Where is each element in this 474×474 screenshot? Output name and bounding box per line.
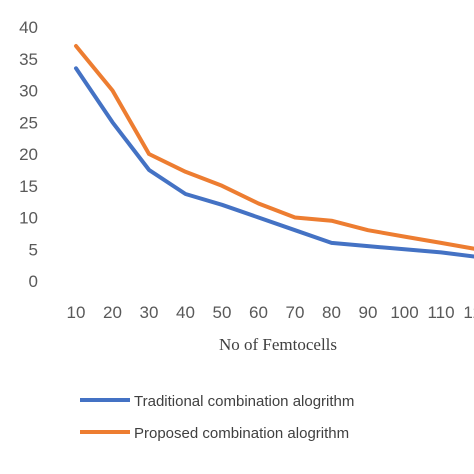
legend-label: Traditional combination alogrithm — [134, 393, 354, 410]
x-tick-label: 120 — [463, 303, 474, 322]
x-tick-label: 80 — [322, 303, 341, 322]
y-tick-label: 10 — [19, 209, 38, 228]
x-tick-label: 40 — [176, 303, 195, 322]
x-tick-label: 20 — [103, 303, 122, 322]
x-tick-label: 50 — [213, 303, 232, 322]
x-tick-label: 10 — [67, 303, 86, 322]
x-tick-label: 90 — [359, 303, 378, 322]
x-tick-label: 70 — [286, 303, 305, 322]
y-tick-label: 15 — [19, 177, 38, 196]
legend-label: Proposed combination alogrithm — [134, 425, 349, 442]
series-line-traditional — [74, 66, 474, 259]
y-tick-label: 35 — [19, 50, 38, 69]
x-tick-label: 60 — [249, 303, 268, 322]
x-tick-label: 100 — [390, 303, 418, 322]
y-tick-label: 30 — [19, 82, 38, 101]
series-lines — [74, 44, 474, 259]
x-tick-label: 110 — [427, 303, 454, 322]
y-tick-label: 25 — [19, 113, 38, 132]
series-line-proposed — [74, 44, 474, 251]
x-axis-title: No of Femtocells — [219, 335, 337, 354]
legend: Traditional combination alogrithm Propose… — [80, 393, 354, 442]
y-tick-label: 5 — [29, 240, 38, 259]
y-tick-label: 20 — [19, 145, 38, 164]
x-tick-label: 30 — [140, 303, 159, 322]
y-tick-label: 0 — [29, 272, 38, 291]
y-axis-ticks: 0 5 10 15 20 25 30 35 40 — [19, 18, 38, 291]
x-axis-ticks: 10 20 30 40 50 60 70 80 90 100 110 120 — [67, 303, 474, 322]
y-tick-label: 40 — [19, 18, 38, 37]
